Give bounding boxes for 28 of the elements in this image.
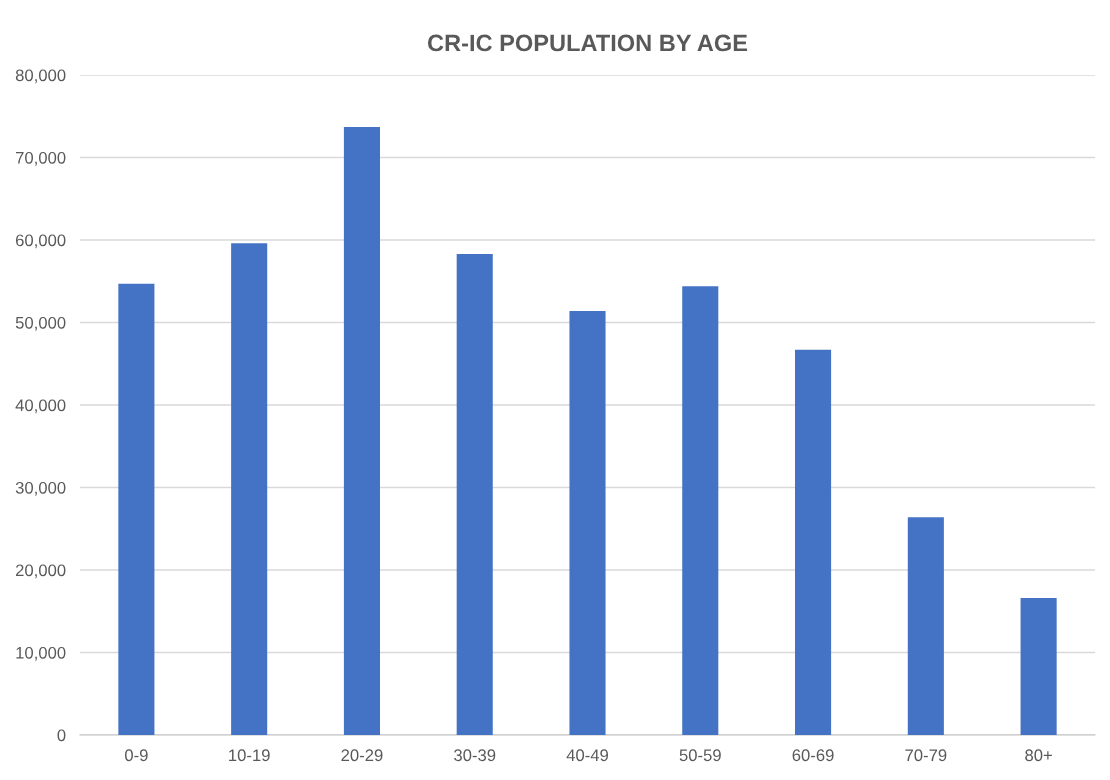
x-tick-label: 40-49 [566,749,609,762]
y-tick-label: 30,000 [15,481,66,496]
bar [118,283,155,735]
y-tick-label: 80,000 [15,69,66,84]
y-tick-label: 70,000 [15,151,66,166]
y-tick-label: 10,000 [16,646,66,661]
bar [795,349,832,735]
x-tick-label: 70-79 [905,749,947,762]
bar [231,243,268,735]
y-tick-label: 40,000 [15,399,66,414]
x-tick-label: 30-39 [454,749,496,762]
bar [1020,598,1057,735]
y-tick-label: 0 [57,729,66,742]
y-tick-label: 50,000 [15,316,66,331]
bar [343,126,380,735]
x-tick-label: 10-19 [229,749,270,762]
bar [456,254,493,735]
bar [907,517,944,735]
x-tick-label: 20-29 [341,749,383,762]
x-tick-label: 0-9 [125,749,148,762]
x-tick-label: 50-59 [679,749,721,762]
y-tick-label: 60,000 [15,234,66,249]
bar [569,310,606,735]
chart-title: CR-IC POPULATION BY AGE [427,34,748,52]
y-tick-label: 20,000 [15,564,66,579]
x-tick-label: 80+ [1025,749,1052,762]
bar [682,286,719,735]
x-tick-label: 60-69 [792,749,834,762]
